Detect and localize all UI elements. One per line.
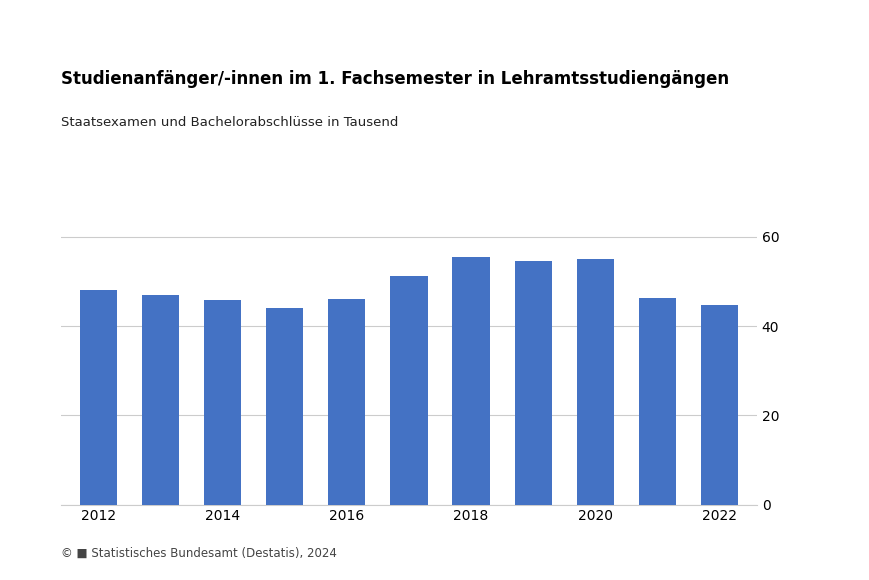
Text: Studienanfänger/-innen im 1. Fachsemester in Lehramtsstudiengängen: Studienanfänger/-innen im 1. Fachsemeste… <box>61 70 728 88</box>
Text: © ■ Statistisches Bundesamt (Destatis), 2024: © ■ Statistisches Bundesamt (Destatis), … <box>61 547 336 560</box>
Bar <box>638 299 675 505</box>
Text: Staatsexamen und Bachelorabschlüsse in Tausend: Staatsexamen und Bachelorabschlüsse in T… <box>61 116 398 129</box>
Bar <box>142 295 179 505</box>
Bar <box>514 262 551 505</box>
Bar <box>390 276 427 505</box>
Bar <box>328 299 365 505</box>
Bar <box>452 257 489 505</box>
Bar <box>203 300 241 505</box>
Bar <box>79 289 116 505</box>
Bar <box>700 304 738 505</box>
Bar <box>576 259 614 505</box>
Bar <box>266 309 303 505</box>
